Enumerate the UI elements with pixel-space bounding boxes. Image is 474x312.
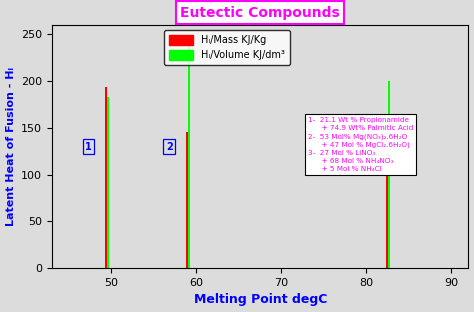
Bar: [107, 97, 109, 268]
Bar: [188, 46, 190, 268]
Legend: Hₗ/Mass KJ/Kg, Hₗ/Volume KJ/dm³: Hₗ/Mass KJ/Kg, Hₗ/Volume KJ/dm³: [164, 30, 290, 65]
Bar: [186, 133, 188, 268]
Text: 3: 3: [365, 142, 373, 152]
Y-axis label: Latent Heat of Fusion - Hₗ: Latent Heat of Fusion - Hₗ: [6, 67, 16, 226]
Bar: [105, 87, 107, 268]
Text: 2: 2: [166, 142, 173, 152]
Bar: [388, 81, 390, 268]
Text: 1-  21.1 Wt % Propionamide
      + 74.9 Wt% Palmitic Acid
2-  53 Mol% Mg(NO₃)₂.6: 1- 21.1 Wt % Propionamide + 74.9 Wt% Pal…: [308, 117, 413, 172]
X-axis label: Melting Point degC: Melting Point degC: [193, 294, 327, 306]
Title: Eutectic Compounds: Eutectic Compounds: [180, 6, 340, 20]
Text: 1: 1: [85, 142, 92, 152]
Bar: [385, 165, 388, 268]
